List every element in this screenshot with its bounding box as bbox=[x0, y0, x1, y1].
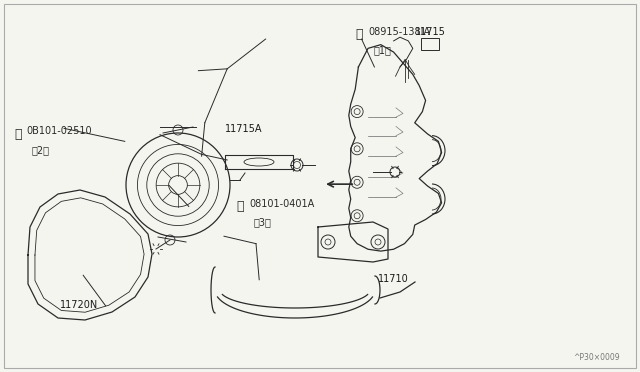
Text: Ⓜ: Ⓜ bbox=[355, 28, 362, 41]
Text: 11715A: 11715A bbox=[225, 124, 262, 134]
Text: 11715: 11715 bbox=[415, 27, 446, 37]
Text: 08101-0401A: 08101-0401A bbox=[249, 199, 314, 209]
Text: （1）: （1） bbox=[374, 45, 392, 55]
Text: ^P30×0009: ^P30×0009 bbox=[573, 353, 620, 362]
Text: Ⓑ: Ⓑ bbox=[236, 199, 243, 212]
Text: （3）: （3） bbox=[254, 217, 272, 227]
Text: 08915-138IA: 08915-138IA bbox=[368, 27, 430, 37]
Text: （2）: （2） bbox=[32, 145, 50, 155]
Text: 11720N: 11720N bbox=[60, 300, 99, 310]
Text: Ⓑ: Ⓑ bbox=[14, 128, 22, 141]
Bar bbox=[421, 38, 439, 50]
Text: 0B101-02510: 0B101-02510 bbox=[26, 126, 92, 136]
Text: 11710: 11710 bbox=[378, 274, 409, 284]
